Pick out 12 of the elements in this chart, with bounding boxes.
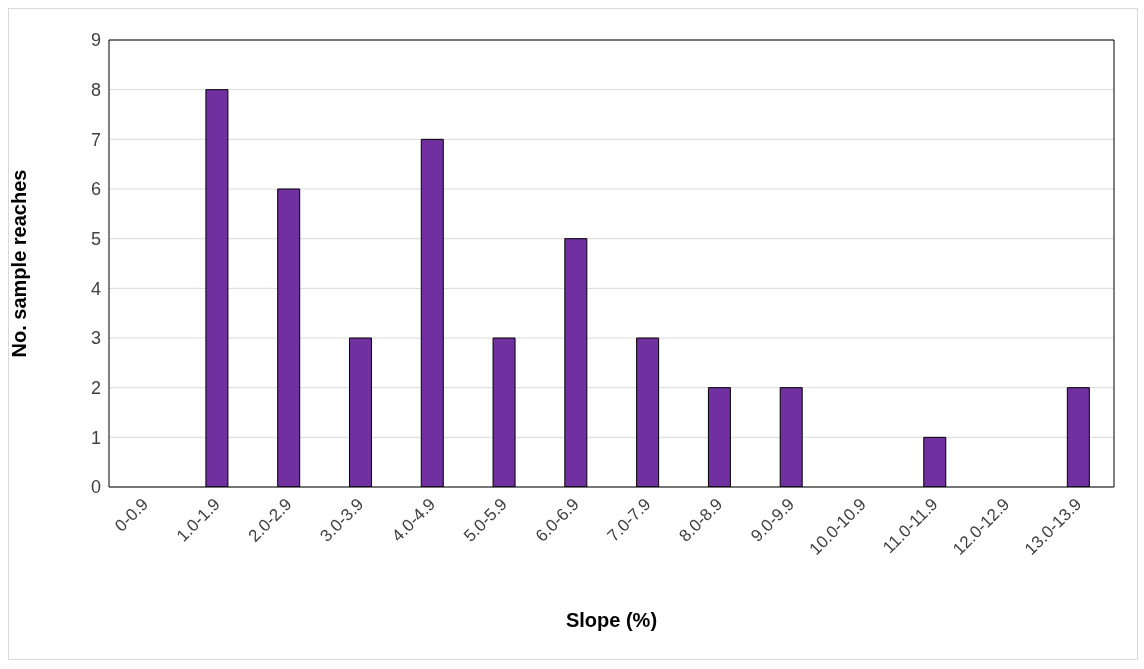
- y-tick-label: 6: [90, 179, 101, 200]
- y-tick-label: 8: [90, 80, 101, 101]
- x-axis-title: Slope (%): [565, 609, 658, 631]
- y-axis-title: No. sample reaches: [8, 169, 31, 358]
- y-tick-label: 1: [90, 427, 101, 448]
- y-tick-label: 3: [90, 328, 101, 349]
- y-tick-label: 4: [90, 278, 101, 299]
- y-tick-label: 2: [90, 378, 101, 399]
- y-tick-label: 5: [90, 229, 101, 250]
- y-tick-label: 0: [90, 477, 101, 498]
- y-tick-label: 7: [90, 129, 101, 150]
- y-tick-label: 9: [90, 30, 101, 51]
